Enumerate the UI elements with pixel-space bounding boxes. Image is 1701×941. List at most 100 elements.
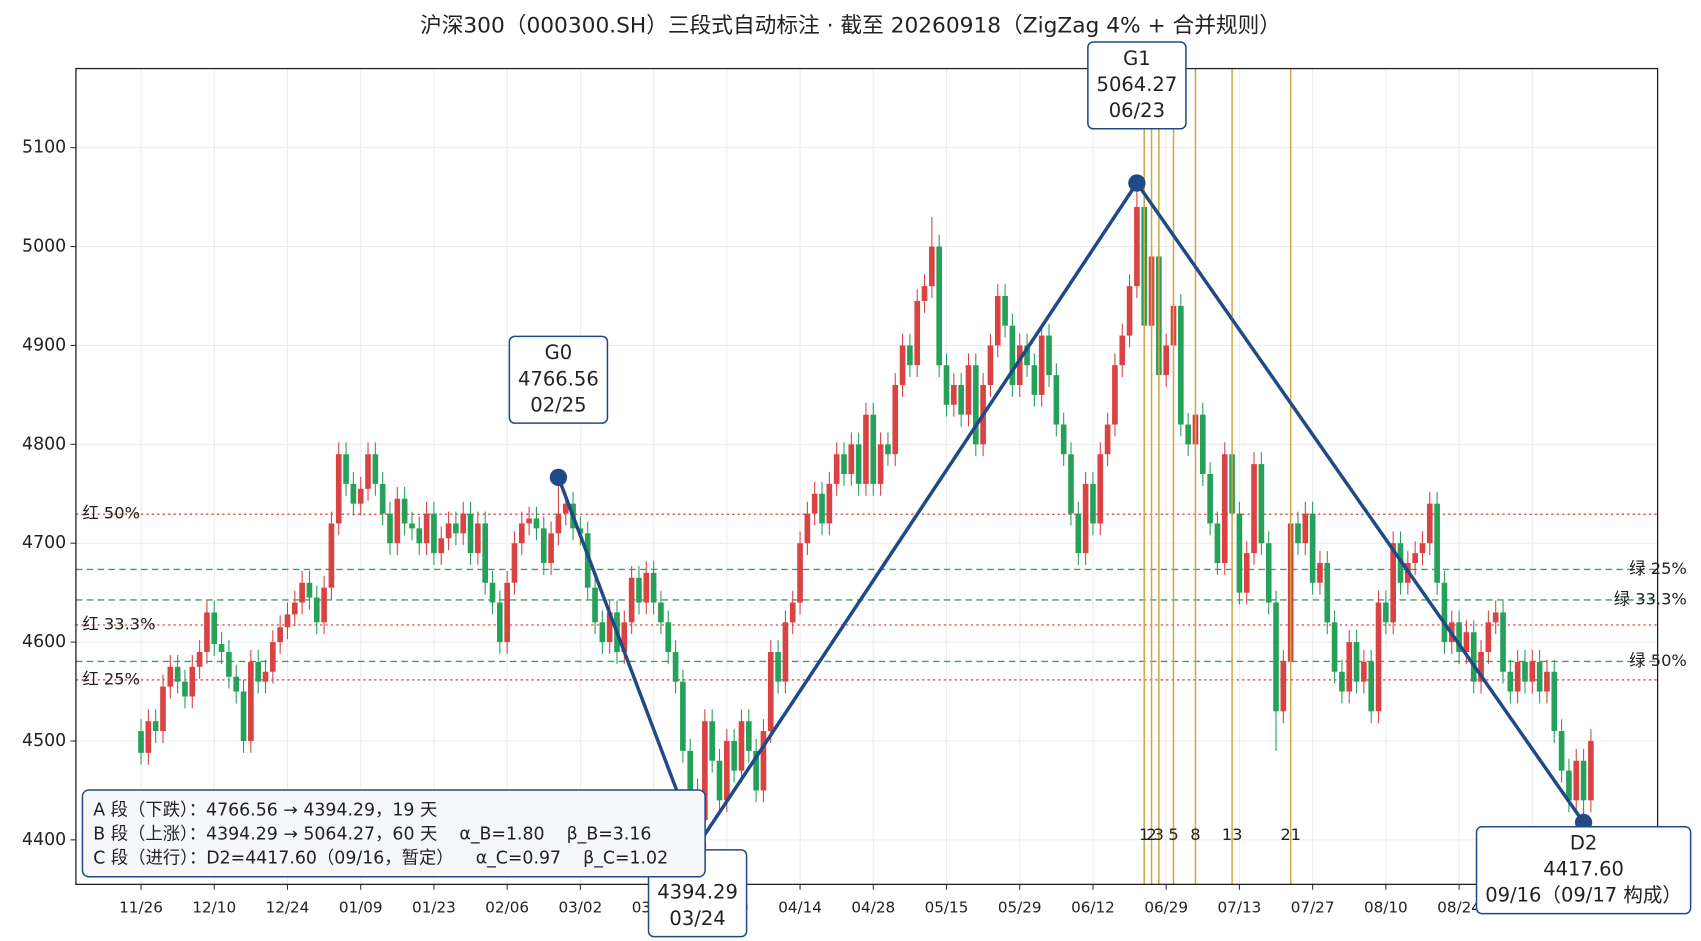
pivot-box-frame — [508, 335, 609, 424]
candle-body — [1492, 612, 1499, 623]
candle-body — [1346, 642, 1353, 692]
candle-body — [1588, 740, 1594, 801]
fib-label: 8 — [1190, 825, 1200, 844]
candle-body — [833, 454, 840, 484]
candle-body — [1009, 325, 1016, 385]
candle-body — [855, 444, 862, 484]
info-box-frame — [81, 789, 706, 878]
candle-body — [1236, 513, 1243, 593]
candle-body — [518, 523, 525, 544]
candle-body — [306, 582, 313, 598]
candle-body — [1368, 661, 1375, 712]
candle-body — [174, 666, 181, 682]
candle-body — [482, 523, 489, 583]
x-tick-label: 12/24 — [266, 899, 310, 917]
pivot-box: G1 5064.27 06/23 — [1087, 41, 1187, 130]
candle-body — [628, 577, 635, 623]
candle-body — [636, 577, 642, 603]
candle-body — [138, 731, 144, 753]
candle-body — [907, 345, 913, 366]
candle-body — [1353, 642, 1360, 682]
x-tick-label: 08/24 — [1437, 899, 1481, 917]
candle-body — [885, 444, 891, 455]
candle-body — [475, 523, 481, 554]
candle-body — [1361, 661, 1367, 682]
candle-body — [1456, 622, 1462, 652]
candle-body — [1514, 661, 1521, 692]
candle-body — [1046, 335, 1052, 376]
candle-body — [379, 483, 386, 514]
candle-body — [892, 384, 899, 455]
pivot-label: 5064.27 — [1097, 73, 1178, 96]
candle-body — [870, 414, 877, 484]
y-tick-label: 5000 — [22, 237, 66, 257]
candle-body — [1126, 286, 1133, 336]
candle-body — [555, 513, 562, 534]
pivot-label: 03/24 — [669, 907, 725, 930]
candle-body — [533, 518, 540, 529]
candle-body — [797, 543, 803, 603]
pivot-box: D2 4417.60 09/16（09/17 构成） — [1475, 826, 1692, 915]
candle-body — [540, 528, 547, 563]
candle-body — [1558, 731, 1565, 771]
candle-body — [409, 523, 415, 529]
candle-body — [1265, 543, 1272, 603]
candle-body — [716, 760, 723, 801]
level-label: 绿 33.3% — [1614, 589, 1687, 608]
candle-body — [1500, 612, 1506, 672]
x-tick-label: 07/13 — [1218, 899, 1262, 917]
candle-body — [1573, 760, 1580, 801]
candle-body — [1324, 562, 1331, 623]
candle-body — [204, 612, 210, 652]
candle-body — [606, 612, 613, 643]
x-tick-label: 07/27 — [1291, 899, 1335, 917]
candle-body — [1302, 513, 1309, 544]
candle-body — [929, 246, 935, 287]
candle-body — [841, 454, 847, 474]
candle-body — [387, 513, 393, 544]
fib-label: 1 — [1139, 825, 1149, 844]
x-tick-label: 06/12 — [1071, 899, 1115, 917]
candle-body — [1390, 543, 1397, 623]
candle-body — [1090, 483, 1096, 524]
candle-body — [445, 523, 452, 539]
candle-body — [789, 602, 796, 623]
x-tick-label: 11/26 — [119, 899, 163, 917]
candle-body — [1243, 553, 1250, 593]
candle-body — [416, 528, 423, 544]
candle-body — [965, 365, 972, 415]
candle-body — [365, 454, 371, 489]
candle-body — [599, 622, 606, 643]
x-tick-label: 08/10 — [1364, 899, 1408, 917]
candle-body — [643, 572, 650, 603]
y-tick-label: 4400 — [22, 830, 66, 850]
y-tick-label: 4800 — [22, 434, 66, 454]
candle-body — [584, 533, 591, 588]
candle-body — [1522, 661, 1528, 682]
info-box: A 段（下跌）：4766.56 → 4394.29，19 天 B 段（上涨）：43… — [81, 789, 706, 878]
pivot-point — [1128, 174, 1146, 192]
candle-body — [745, 721, 752, 751]
plot-frame — [75, 67, 1659, 886]
pivot-label: G1 — [1123, 47, 1151, 70]
candle-body — [1060, 424, 1067, 455]
y-tick-label: 4600 — [22, 632, 66, 652]
candle-body — [972, 365, 979, 445]
candle-body — [335, 454, 342, 524]
candle-body — [804, 513, 811, 544]
candle-body — [731, 740, 737, 771]
candle-body — [284, 614, 291, 628]
candle-body — [1485, 622, 1492, 652]
info-line: B 段（上涨）：4394.29 → 5064.27，60 天 α_B=1.80 … — [93, 824, 651, 844]
candle-body — [438, 538, 445, 554]
candle-body — [1317, 562, 1323, 583]
candle-body — [453, 523, 459, 534]
candle-body — [1134, 207, 1140, 287]
x-tick-label: 04/14 — [778, 899, 822, 917]
candle-body — [1038, 335, 1045, 395]
candle-body — [1178, 305, 1184, 425]
fib-label: 13 — [1222, 825, 1243, 844]
candle-body — [226, 651, 232, 677]
candle-body — [255, 661, 262, 682]
